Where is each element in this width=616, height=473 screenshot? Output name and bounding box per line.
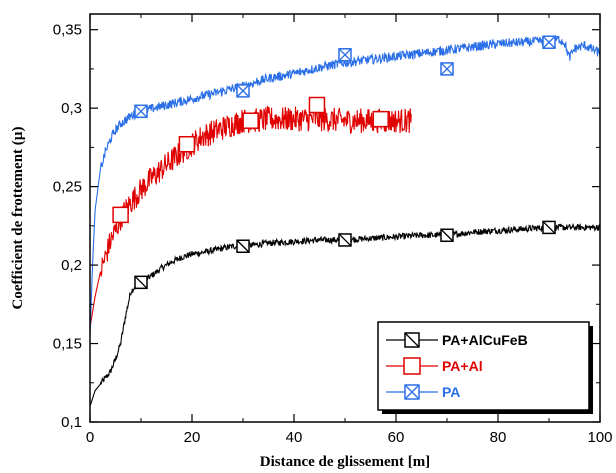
data-point-marker <box>242 112 259 129</box>
data-point-marker <box>236 239 250 253</box>
x-tick-label: 20 <box>184 429 201 446</box>
legend-item: PA+AlCuFeB <box>386 332 528 348</box>
y-tick-label: 0,1 <box>61 414 82 431</box>
y-tick-label: 0,2 <box>61 257 82 274</box>
x-tick-label: 0 <box>86 429 94 446</box>
y-tick-label: 0,15 <box>53 336 82 353</box>
data-point-marker <box>112 206 129 224</box>
data-point-marker <box>308 96 326 114</box>
data-point-marker <box>134 104 148 119</box>
legend-label: PA+AlCuFeB <box>442 332 528 348</box>
data-point-marker <box>542 35 556 49</box>
series-line <box>90 105 412 328</box>
data-point-marker <box>134 275 148 290</box>
data-point-marker <box>440 62 454 76</box>
x-tick-label: 80 <box>490 429 507 446</box>
axis-ticks <box>89 14 601 423</box>
x-tick-label: 40 <box>286 429 303 446</box>
series-pa-al <box>90 96 412 328</box>
x-tick-label: 60 <box>388 429 405 446</box>
series-pa-alcufeb <box>90 220 600 407</box>
data-point-marker <box>440 228 454 243</box>
y-tick-label: 0,3 <box>61 100 82 117</box>
y-tick-label: 0,35 <box>53 22 82 39</box>
y-tick-label: 0,25 <box>53 179 82 196</box>
data-point-marker <box>178 135 196 153</box>
legend-label: PA+Al <box>442 358 483 374</box>
data-point-marker <box>236 84 250 98</box>
legend-item: PA <box>386 384 460 400</box>
series-line <box>90 35 600 336</box>
x-axis-title: Distance de glissement [m] <box>260 454 430 470</box>
series-pa <box>90 35 600 336</box>
axis-tick-labels: 0 20 40 60 80 100 0,1 0,15 0,2 0,25 0,3 0,35 <box>53 22 613 446</box>
y-axis-title: Coefficient de frottement (µ) <box>10 127 26 310</box>
data-point-marker <box>372 110 389 128</box>
x-tick-label: 100 <box>587 429 612 446</box>
legend-item: PA+Al <box>386 357 483 375</box>
data-point-marker <box>338 233 352 247</box>
legend: PA+AlCuFeB PA+Al PA <box>377 321 593 414</box>
legend-label: PA <box>442 384 460 400</box>
data-point-marker <box>338 48 352 62</box>
data-point-marker <box>542 220 556 235</box>
